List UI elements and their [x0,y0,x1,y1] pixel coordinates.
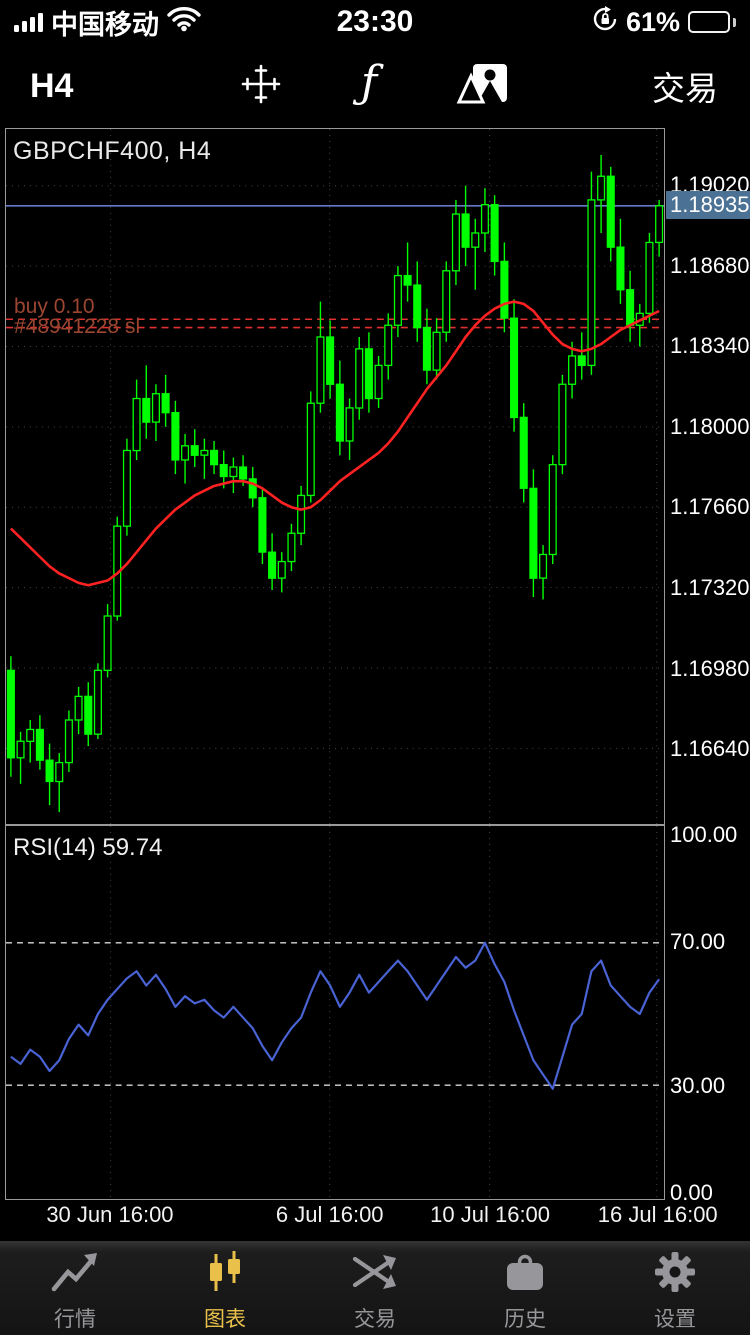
price-axis-label: 1.18340 [670,333,750,359]
tab-trade-label: 交易 [354,1308,396,1331]
tab-settings[interactable]: 设置 [600,1241,750,1335]
tab-trade[interactable]: 交易 [300,1241,450,1335]
time-axis-label: 6 Jul 16:00 [275,1202,384,1227]
price-axis-label: 1.18680 [670,252,750,278]
trade-button[interactable]: 交易 [652,70,718,107]
orientation-lock-icon [592,5,618,39]
tab-charts[interactable]: 图表 [150,1241,300,1335]
carrier-label: 中国移动 [51,9,159,40]
battery-icon [688,11,736,33]
time-axis-label: 30 Jun 16:00 [46,1202,174,1227]
signal-strength-icon [14,12,43,32]
rsi-value-label: RSI(14) 59.74 [13,834,163,861]
tab-charts-label: 图表 [204,1308,246,1331]
price-chart-panel[interactable]: GBPCHF400, H4 buy 0.10 #48941228 sl [5,128,665,825]
battery-percent-label: 61% [625,6,680,37]
trade-icon [351,1251,399,1298]
price-axis-label: 1.17320 [670,574,750,600]
tab-history[interactable]: 历史 [450,1241,600,1335]
rsi-axis-label: 70.00 [670,929,726,955]
price-axis-label: 1.16640 [670,736,750,762]
time-axis-label: 10 Jul 16:00 [430,1202,551,1227]
rsi-indicator-panel[interactable]: RSI(14) 59.74 [5,825,665,1200]
crosshair-button[interactable] [240,63,282,110]
candlestick-chart[interactable] [6,129,664,824]
price-axis-label: 1.17660 [670,494,750,520]
time-axis-label: 16 Jul 16:00 [597,1202,718,1227]
indicators-button[interactable]: ƒ [360,57,378,108]
rsi-chart[interactable] [6,826,664,1199]
tab-quotes-label: 行情 [54,1308,96,1331]
status-bar: 中国移动 23:30 61% [0,0,750,44]
history-icon [502,1251,548,1298]
tab-settings-label: 设置 [654,1308,696,1331]
chart-symbol-label: GBPCHF400, H4 [13,137,212,165]
order-buy-label[interactable]: buy 0.10 [14,294,95,318]
order-sl-label[interactable]: #48941228 sl [14,315,141,339]
charts-icon [202,1251,248,1298]
tab-history-label: 历史 [504,1308,546,1331]
timeframe-button[interactable]: H4 [30,66,74,105]
settings-gear-icon [652,1251,698,1298]
rsi-axis-label: 30.00 [670,1072,726,1098]
chart-toolbar: H4 ƒ 交易 [0,44,750,128]
tab-quotes[interactable]: 行情 [0,1241,150,1335]
price-axis-label: 1.18000 [670,413,750,439]
time-axis[interactable]: 30 Jun 16:00 6 Jul 16:00 10 Jul 16:00 16 Ju… [0,1202,750,1238]
objects-button[interactable] [456,62,510,111]
rsi-axis-label: 100.00 [670,822,738,847]
quotes-icon [51,1251,99,1298]
price-axis-label: 1.16980 [670,655,750,681]
current-price-badge: 1.18935 [666,191,750,220]
wifi-icon [167,6,201,39]
tab-bar: 行情 图表 交易 [0,1240,750,1335]
